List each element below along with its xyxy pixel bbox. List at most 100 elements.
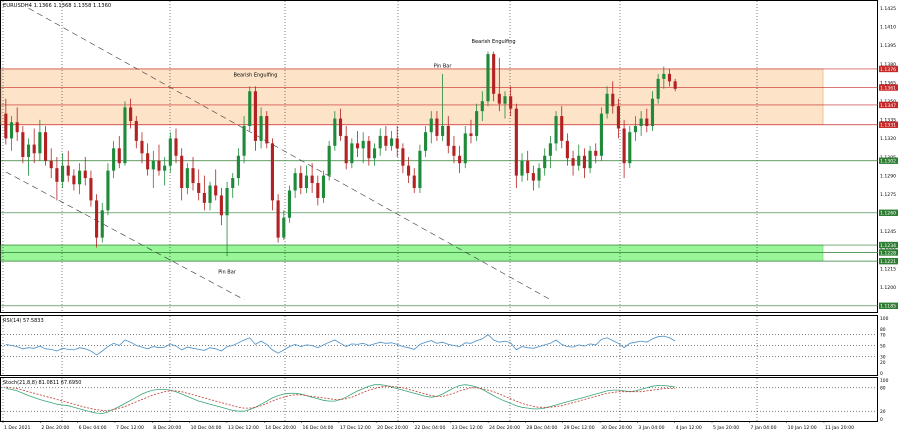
candle-body xyxy=(197,183,201,193)
candle-body xyxy=(185,168,189,188)
candle-body xyxy=(582,155,586,169)
rsi-series-line xyxy=(5,333,676,356)
candle-body xyxy=(509,96,513,109)
candle-body xyxy=(21,132,25,157)
candle-body xyxy=(106,170,110,211)
candle-body xyxy=(486,54,490,102)
candle-body xyxy=(32,144,36,154)
annotations: Bearish Engulfing Pin Bar Bearish Engulfin… xyxy=(218,39,515,276)
candle-body xyxy=(526,160,530,174)
stoch-panel-frame xyxy=(0,377,878,422)
candle-body xyxy=(242,126,246,156)
stoch-tick-label: 0 xyxy=(880,417,883,423)
level-label-box xyxy=(879,249,898,256)
time-tick-label: 8 Dec 20:00 xyxy=(153,425,181,431)
level-label: 1.1302 xyxy=(880,159,896,165)
candle-body xyxy=(117,148,121,164)
level-label: 1.1234 xyxy=(880,243,896,249)
candle-body xyxy=(151,160,155,170)
price-tick-label: 1.1365 xyxy=(880,80,896,86)
time-tick-label: 10 Dec 04:00 xyxy=(191,425,222,431)
candle-body xyxy=(100,210,104,238)
candle-body xyxy=(60,165,65,182)
stoch-main-line xyxy=(5,384,676,414)
candle-body xyxy=(616,106,621,129)
candle-body xyxy=(304,175,309,188)
time-tick-label: 28 Dec 04:00 xyxy=(526,425,557,431)
candle-body xyxy=(83,170,87,179)
level-label-box xyxy=(879,84,898,91)
candle-body xyxy=(554,116,558,144)
time-tick-label: 13 Dec 12:00 xyxy=(228,425,259,431)
candle-body xyxy=(639,118,643,126)
candle-body xyxy=(389,138,394,146)
candle-body xyxy=(548,143,552,156)
candle-body xyxy=(372,148,377,159)
candles xyxy=(4,51,677,257)
horizontal-levels xyxy=(1,68,878,307)
candle-body xyxy=(514,108,518,176)
level-label-box xyxy=(879,302,898,309)
candle-body xyxy=(333,118,337,146)
candle-body xyxy=(650,98,655,126)
candle-body xyxy=(140,140,144,154)
candle-body xyxy=(503,96,507,104)
candle-body xyxy=(49,160,53,169)
support-zone xyxy=(0,244,824,262)
candle-body xyxy=(384,135,388,146)
level-label-box xyxy=(879,241,898,249)
price-tick-label: 1.1275 xyxy=(880,192,896,198)
rsi-tick-label: 30 xyxy=(880,354,886,360)
candle-body xyxy=(446,126,450,146)
level-label-box xyxy=(879,257,898,265)
candle-body xyxy=(123,107,127,164)
candle-body xyxy=(174,138,178,156)
candle-body xyxy=(282,217,286,238)
candle-body xyxy=(418,150,422,188)
candle-body xyxy=(520,160,524,176)
candle-body xyxy=(327,145,331,176)
candle-body xyxy=(633,126,638,133)
candle-body xyxy=(338,118,343,136)
price-tick-label: 1.1410 xyxy=(880,25,896,31)
candle-body xyxy=(95,200,99,238)
candle-body xyxy=(265,116,269,144)
candle-body xyxy=(594,150,598,156)
candle-body xyxy=(395,138,399,149)
time-tick-label: 5 Jan 20:00 xyxy=(713,425,739,431)
candle-body xyxy=(236,155,240,179)
rsi-tick-label: 50 xyxy=(880,343,886,349)
price-tick-label: 1.1290 xyxy=(880,173,896,179)
main-title: EURUSDH4 1.1366 1.1368 1.1358 1.1360 xyxy=(3,3,111,9)
candle-body xyxy=(168,138,172,166)
time-tick-label: 17 Dec 12:00 xyxy=(340,425,371,431)
time-tick-label: 14 Dec 20:00 xyxy=(265,425,296,431)
time-tick-label: 7 Jan 04:00 xyxy=(750,425,776,431)
vertical-gridlines xyxy=(2,1,758,312)
candle-body xyxy=(435,118,439,136)
candle-body xyxy=(310,175,314,184)
candle-body xyxy=(157,160,161,171)
candle-body xyxy=(667,73,672,82)
candle-body xyxy=(214,185,218,196)
pattern-annotation: Pin Bar xyxy=(218,270,237,276)
candle-body xyxy=(316,183,320,198)
candle-body xyxy=(225,188,229,216)
candle-body xyxy=(344,135,348,164)
candle-body xyxy=(599,113,603,156)
rsi-tick-label: 70 xyxy=(880,332,886,338)
level-label: 1.1347 xyxy=(880,103,896,109)
time-tick-label: 11 Jan 20:00 xyxy=(825,425,854,431)
level-label: 1.1221 xyxy=(880,259,896,265)
time-tick-label: 23 Dec 12:00 xyxy=(452,425,483,431)
rsi-vertical-gridlines xyxy=(2,316,758,375)
level-label-box xyxy=(879,157,898,164)
stoch-vertical-gridlines xyxy=(2,378,758,421)
candle-body xyxy=(492,54,496,94)
time-tick-label: 24 Dec 20:00 xyxy=(489,425,520,431)
candle-body xyxy=(429,118,433,133)
candle-body xyxy=(605,93,609,114)
candle-body xyxy=(412,175,416,188)
stoch-title: Stoch(21,8,8) 81.0811 67.6950 xyxy=(3,380,81,386)
